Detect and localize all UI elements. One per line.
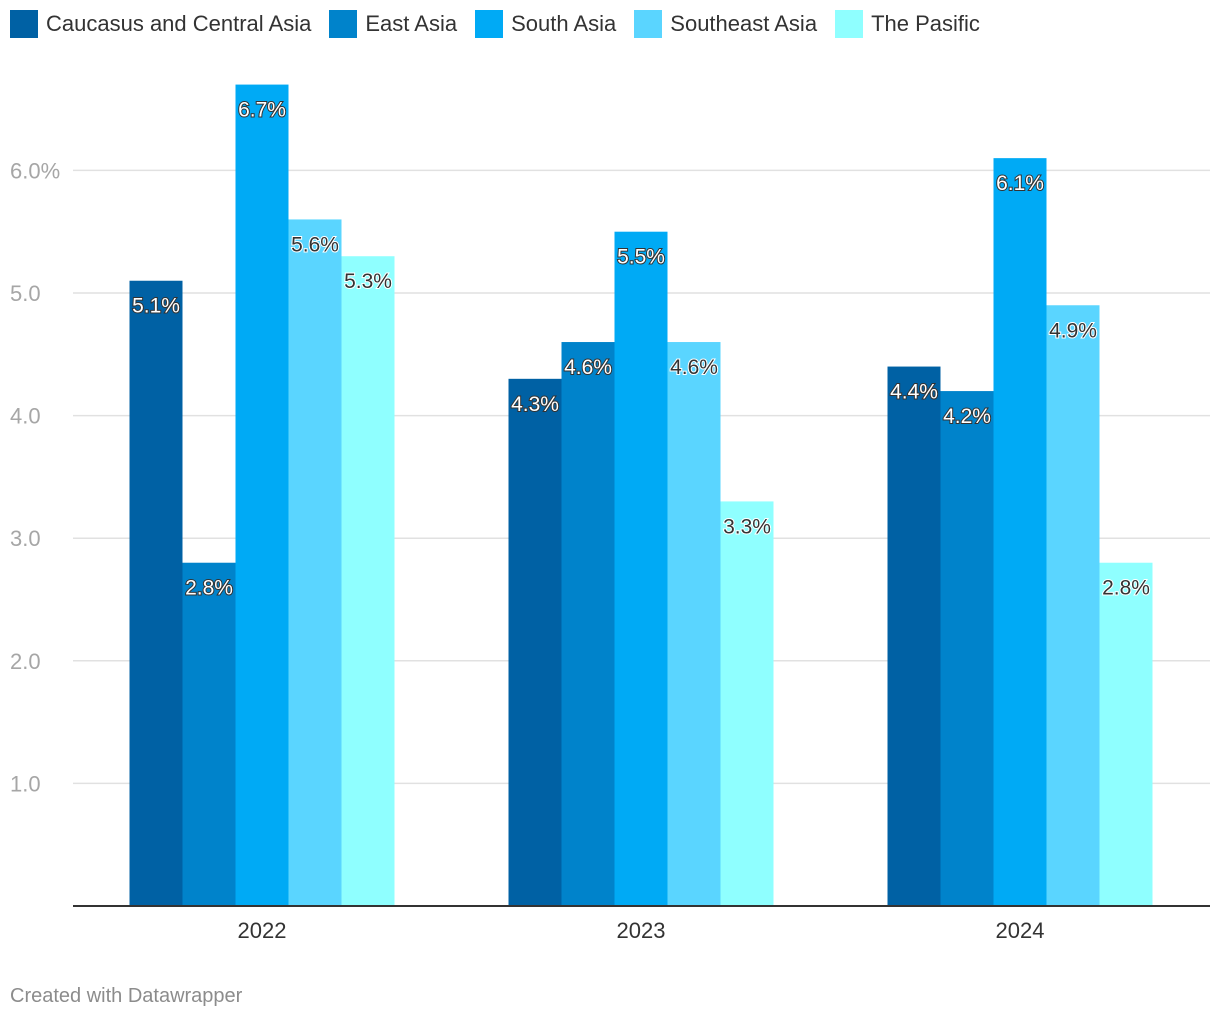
data-label: 4.4% — [890, 381, 938, 404]
data-label: 5.1% — [132, 295, 180, 318]
legend-swatch — [634, 10, 663, 38]
y-tick-label: 3.0 — [10, 526, 41, 551]
data-label: 4.3% — [511, 393, 559, 416]
legend-item: Caucasus and Central Asia — [10, 10, 311, 38]
legend-label: South Asia — [511, 11, 617, 36]
legend-label: Caucasus and Central Asia — [46, 11, 312, 36]
data-label: 3.3% — [723, 515, 771, 538]
data-label: 4.2% — [943, 405, 991, 428]
data-label: 4.6% — [564, 356, 612, 379]
legend-swatch — [835, 10, 864, 38]
bar — [940, 391, 994, 907]
bar — [614, 231, 668, 906]
legend-item: The Pasific — [835, 10, 980, 38]
bar — [1046, 305, 1100, 906]
data-label: 2.8% — [1102, 577, 1150, 600]
data-label: 6.7% — [238, 99, 286, 122]
data-label: 2.8% — [185, 577, 233, 600]
bar — [129, 280, 183, 906]
data-label: 5.3% — [344, 270, 392, 293]
bar — [341, 256, 395, 907]
data-label: 4.9% — [1049, 319, 1097, 342]
data-label: 4.6% — [670, 356, 718, 379]
data-label: 5.5% — [617, 246, 665, 269]
legend-item: South Asia — [475, 10, 616, 38]
data-label: 6.1% — [996, 172, 1044, 195]
bar — [1099, 562, 1153, 906]
legend-swatch — [10, 10, 38, 38]
legend-label: Southeast Asia — [670, 11, 818, 36]
legend-item: Southeast Asia — [634, 10, 817, 38]
bar — [182, 562, 236, 906]
legend: Caucasus and Central Asia East Asia South … — [10, 10, 980, 38]
legend-swatch — [475, 10, 504, 38]
y-tick-label: 1.0 — [10, 771, 41, 796]
legend-label: East Asia — [365, 11, 458, 36]
bar — [235, 84, 289, 906]
x-tick-label: 2022 — [238, 918, 287, 943]
y-tick-label: 6.0% — [10, 158, 60, 183]
legend-label: The Pasific — [871, 11, 980, 36]
bar — [993, 158, 1047, 906]
bar — [667, 342, 721, 906]
bar — [561, 342, 615, 906]
footer-credit: Created with Datawrapper — [10, 985, 243, 1007]
bar — [288, 219, 342, 906]
legend-swatch — [329, 10, 358, 38]
data-label: 5.6% — [291, 233, 339, 256]
bar — [720, 501, 774, 906]
y-tick-label: 2.0 — [10, 649, 41, 674]
bar — [887, 366, 941, 906]
y-tick-label: 4.0 — [10, 404, 41, 429]
x-tick-label: 2024 — [996, 918, 1045, 943]
legend-item: East Asia — [329, 10, 457, 38]
x-tick-label: 2023 — [617, 918, 666, 943]
bar — [508, 378, 562, 906]
y-tick-label: 5.0 — [10, 281, 41, 306]
